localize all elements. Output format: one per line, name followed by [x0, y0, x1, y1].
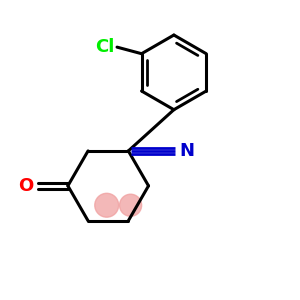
Text: Cl: Cl — [95, 38, 115, 56]
Circle shape — [95, 193, 118, 217]
Text: N: N — [179, 142, 194, 160]
Circle shape — [119, 194, 142, 216]
Text: O: O — [18, 177, 34, 195]
